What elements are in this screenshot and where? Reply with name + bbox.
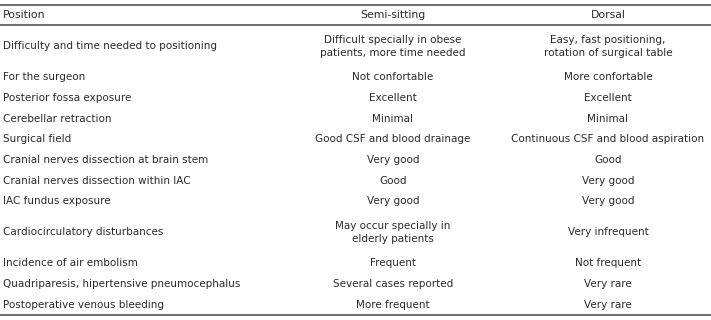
Text: Very good: Very good [582,176,634,186]
Text: Easy, fast positioning,
rotation of surgical table: Easy, fast positioning, rotation of surg… [544,35,672,58]
Text: Semi-sitting: Semi-sitting [360,10,425,20]
Text: Postoperative venous bleeding: Postoperative venous bleeding [3,300,164,310]
Text: Excellent: Excellent [369,93,417,103]
Text: May occur specially in
elderly patients: May occur specially in elderly patients [335,221,451,244]
Text: Incidence of air embolism: Incidence of air embolism [3,259,138,268]
Text: Good CSF and blood drainage: Good CSF and blood drainage [315,134,471,144]
Text: Posterior fossa exposure: Posterior fossa exposure [3,93,131,103]
Text: Very good: Very good [582,196,634,206]
Text: Very good: Very good [367,196,419,206]
Text: Good: Good [594,155,621,165]
Text: Difficulty and time needed to positioning: Difficulty and time needed to positionin… [3,41,217,51]
Text: Very infrequent: Very infrequent [567,228,648,237]
Text: Cranial nerves dissection at brain stem: Cranial nerves dissection at brain stem [3,155,208,165]
Text: Excellent: Excellent [584,93,632,103]
Text: Very rare: Very rare [584,279,632,289]
Text: Not confortable: Not confortable [352,72,434,82]
Text: Minimal: Minimal [373,114,413,124]
Text: More confortable: More confortable [564,72,652,82]
Text: Not frequent: Not frequent [574,259,641,268]
Text: Dorsal: Dorsal [590,10,626,20]
Text: Surgical field: Surgical field [3,134,71,144]
Text: Very rare: Very rare [584,300,632,310]
Text: Difficult specially in obese
patients, more time needed: Difficult specially in obese patients, m… [320,35,466,58]
Text: Cranial nerves dissection within IAC: Cranial nerves dissection within IAC [3,176,191,186]
Text: Cardiocirculatory disturbances: Cardiocirculatory disturbances [3,228,163,237]
Text: For the surgeon: For the surgeon [3,72,85,82]
Text: IAC fundus exposure: IAC fundus exposure [3,196,110,206]
Text: Cerebellar retraction: Cerebellar retraction [3,114,112,124]
Text: Position: Position [3,10,46,20]
Text: Good: Good [379,176,407,186]
Text: Quadriparesis, hipertensive pneumocephalus: Quadriparesis, hipertensive pneumocephal… [3,279,240,289]
Text: Frequent: Frequent [370,259,416,268]
Text: Very good: Very good [367,155,419,165]
Text: Minimal: Minimal [587,114,629,124]
Text: More frequent: More frequent [356,300,429,310]
Text: Several cases reported: Several cases reported [333,279,453,289]
Text: Continuous CSF and blood aspiration: Continuous CSF and blood aspiration [511,134,705,144]
